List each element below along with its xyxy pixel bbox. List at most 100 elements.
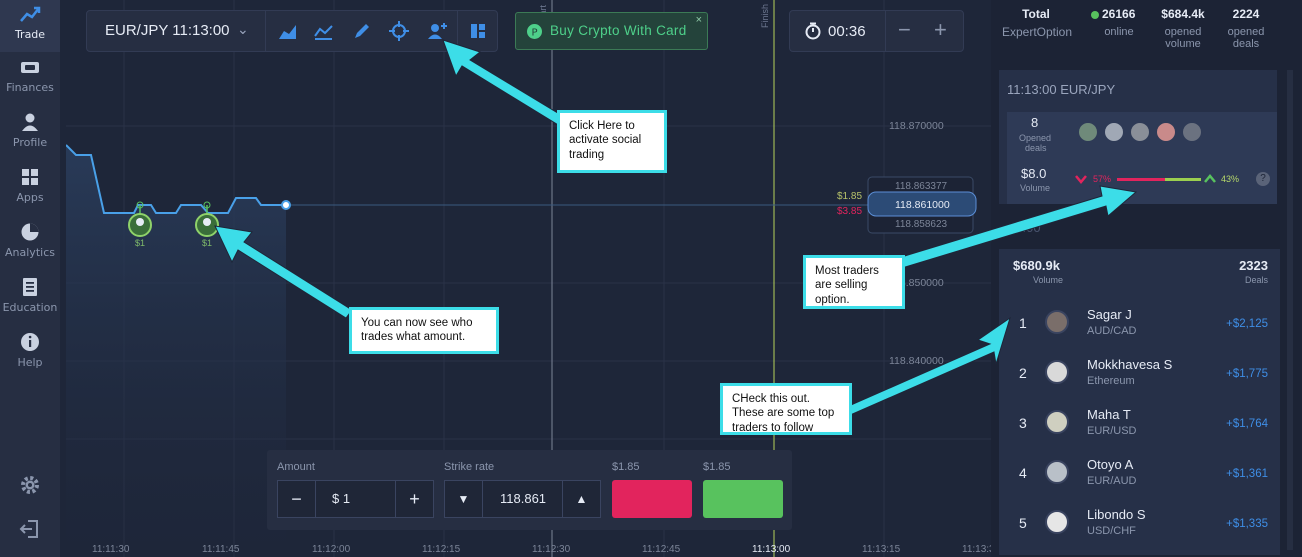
sidebar-item-help[interactable]: Help [0, 331, 60, 383]
time-label: 11:12:00 [312, 544, 351, 555]
social-trading-icon[interactable] [426, 20, 448, 42]
trader-row[interactable]: 4 Otoyo A EUR/AUD +$1,361 [999, 455, 1280, 505]
sidebar-item-apps[interactable]: Apps [0, 166, 60, 218]
chevron-up-icon [1204, 174, 1216, 183]
top-volume-label: Volume [1033, 275, 1064, 285]
amount-label: Amount [277, 461, 315, 473]
callout-top-traders: CHeck this out. These are some top trade… [720, 383, 852, 435]
trader-row[interactable]: 2 Mokkhavesa S Ethereum +$1,775 [999, 355, 1280, 405]
sidebar-item-profile[interactable]: Profile [0, 111, 60, 163]
trade-chart-icon [20, 6, 41, 22]
avatar[interactable] [1103, 121, 1125, 143]
trader-profit: +$1,361 [1226, 468, 1268, 480]
help-icon[interactable]: ? [1256, 172, 1270, 186]
lower-price: 118.858623 [895, 219, 948, 230]
deal-summary-card: 11:13:00 EUR/JPY 8 Opened deals $8.0 Vol… [999, 70, 1277, 204]
buy-bar [1165, 178, 1201, 181]
asset-selector[interactable]: EUR/JPY 11:13:00 [105, 22, 230, 39]
pie-chart-icon [21, 223, 39, 241]
trade-marker[interactable] [128, 201, 152, 237]
trader-row[interactable]: 3 Maha T EUR/USD +$1,764 [999, 405, 1280, 455]
info-icon [21, 333, 39, 351]
timer-minus-button[interactable]: − [898, 17, 911, 42]
avatar[interactable] [1181, 121, 1203, 143]
trader-profit: +$1,764 [1226, 418, 1268, 430]
opened-deals-label: deals [1025, 143, 1047, 153]
time-label: 11:11:45 [202, 544, 240, 555]
top-volume-value: $680.9k [1013, 258, 1060, 273]
time-label: 11:13:30 [962, 544, 1001, 555]
trade-marker[interactable] [195, 201, 219, 237]
trade-panel: Amount − $ 1 + Strike rate ▼ 118.861 ▲ $… [267, 450, 792, 530]
trader-asset: USD/CHF [1087, 525, 1136, 537]
price-level: 118.840000 [889, 355, 944, 367]
trader-asset: EUR/USD [1087, 425, 1137, 437]
draw-pencil-icon[interactable] [351, 20, 373, 42]
online-indicator-icon [1091, 11, 1099, 19]
amount-input[interactable]: $ 1 [332, 491, 351, 506]
time-ghost-label: 11:00 [1009, 220, 1041, 235]
amount-minus-button[interactable]: − [278, 481, 316, 517]
indicators-icon[interactable] [313, 20, 335, 42]
layout-icon[interactable] [467, 20, 489, 42]
trader-rank: 1 [1019, 315, 1027, 331]
trader-asset: AUD/CAD [1087, 325, 1137, 337]
stopwatch-icon [805, 22, 821, 40]
trader-profit: +$2,125 [1226, 318, 1268, 330]
avatar[interactable] [1077, 121, 1099, 143]
brand-title: Total [1022, 7, 1050, 21]
call-button[interactable] [703, 480, 783, 518]
close-icon[interactable]: × [695, 14, 702, 26]
top-deals-value: 2323 [1239, 258, 1268, 273]
opened-deals-label: deals [1232, 38, 1260, 50]
svg-text:P: P [531, 28, 537, 39]
trader-name: Maha T [1087, 407, 1131, 422]
callout-social-trading: Click Here to activate social trading [557, 110, 667, 173]
buy-percent: 43% [1221, 174, 1240, 184]
time-label: 11:12:30 [532, 544, 571, 555]
toolbar-divider [265, 11, 266, 51]
sell-bar [1117, 178, 1165, 181]
amount-plus-button[interactable]: + [395, 481, 433, 517]
gear-icon[interactable] [19, 474, 41, 496]
trader-profit: +$1,335 [1226, 518, 1268, 530]
sidebar-item-education[interactable]: Education [0, 276, 60, 328]
trader-rank: 5 [1019, 515, 1027, 531]
opened-deals-value: 2224 [1232, 7, 1260, 21]
logout-icon[interactable] [19, 518, 41, 540]
deal-summary-body: 8 Opened deals $8.0 Volume 57% 43% ? [1007, 112, 1277, 204]
online-count: 26166 [1102, 7, 1136, 21]
avatar[interactable] [1129, 121, 1151, 143]
sidebar-item-label: Profile [12, 136, 48, 149]
callout-selling: Most traders are selling option. [803, 255, 905, 309]
chevron-down-icon[interactable]: ⌄ [237, 21, 249, 37]
chevron-up-icon[interactable]: ▲ [562, 481, 600, 517]
chart-toolbar: EUR/JPY 11:13:00 ⌄ [86, 10, 498, 52]
price-level: 118.870000 [889, 120, 944, 132]
panel-scrollbar[interactable] [1287, 70, 1293, 550]
time-label: 11:12:15 [422, 544, 461, 555]
avatar[interactable] [1155, 121, 1177, 143]
chart-type-icon[interactable] [277, 20, 299, 42]
strike-input[interactable]: 118.861 [500, 491, 547, 506]
trader-row[interactable]: 1 Sagar J AUD/CAD +$2,125 [999, 305, 1280, 355]
sidebar-item-label: Analytics [5, 246, 55, 259]
timer-plus-button[interactable]: + [934, 17, 947, 42]
trader-asset: Ethereum [1087, 375, 1135, 387]
sidebar-item-analytics[interactable]: Analytics [0, 221, 60, 273]
time-label: 11:12:45 [642, 544, 681, 555]
chevron-down-icon [1075, 175, 1087, 184]
target-icon[interactable] [388, 20, 410, 42]
sidebar-item-trade[interactable]: Trade [0, 0, 60, 52]
deal-summary-header: 11:13:00 EUR/JPY [1007, 82, 1116, 97]
sidebar: Trade Finances Profile Apps Analytics Ed… [0, 0, 60, 557]
buy-crypto-button[interactable]: P Buy Crypto With Card × [515, 12, 708, 50]
sidebar-item-finances[interactable]: Finances [0, 56, 60, 108]
trader-name: Sagar J [1087, 307, 1132, 322]
trader-row[interactable]: 5 Libondo S USD/CHF +$1,335 [999, 505, 1280, 555]
timer-divider [885, 11, 886, 51]
chevron-down-icon[interactable]: ▼ [445, 481, 483, 517]
put-button[interactable] [612, 480, 692, 518]
user-icon [22, 113, 38, 131]
book-icon [23, 278, 37, 296]
